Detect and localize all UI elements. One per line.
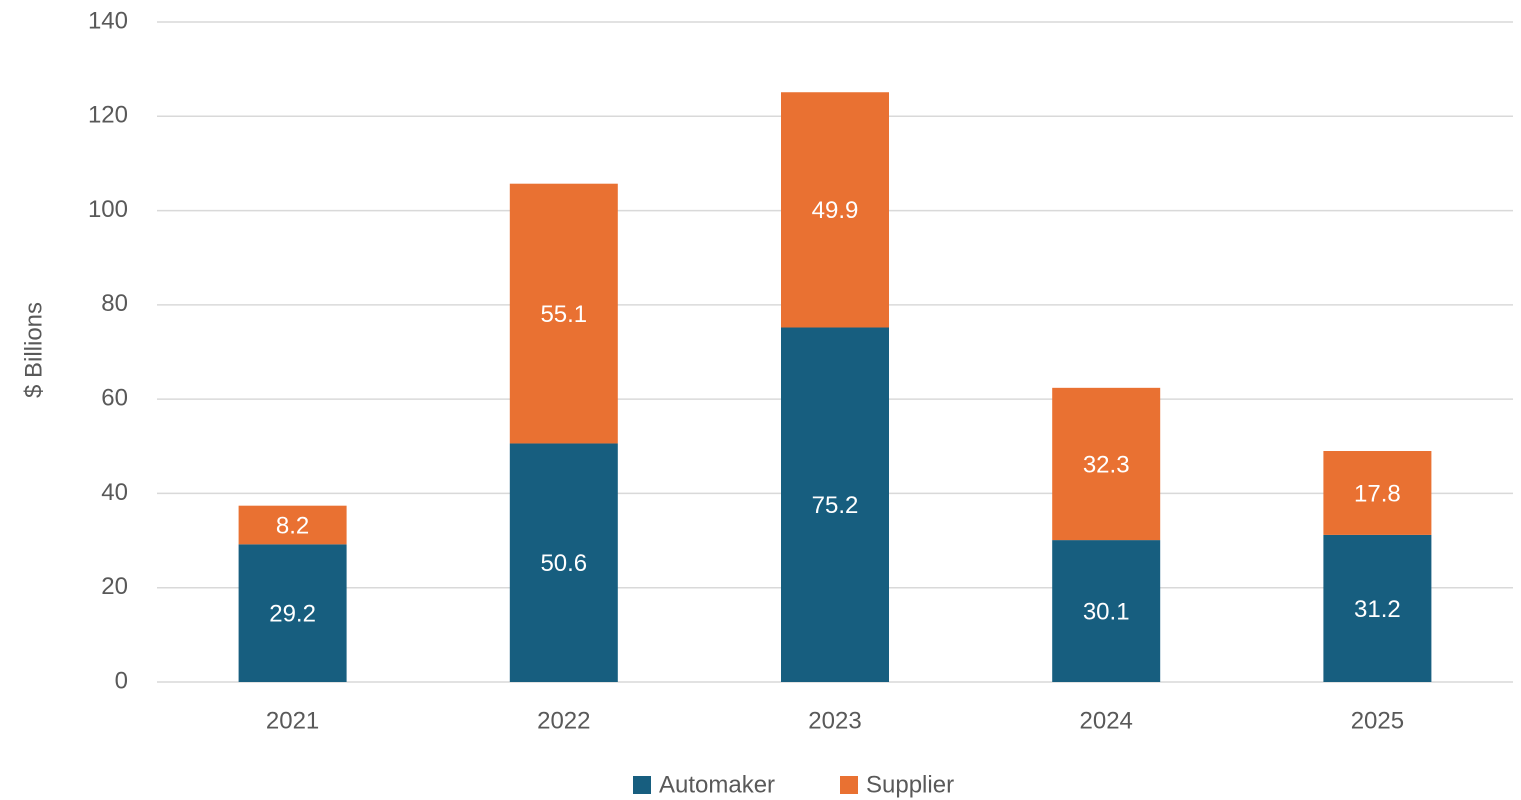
y-tick-label: 80 — [101, 290, 128, 317]
legend-swatch — [633, 776, 651, 794]
data-label: 30.1 — [1083, 598, 1130, 625]
data-label: 50.6 — [540, 550, 587, 577]
data-label: 17.8 — [1354, 480, 1401, 507]
data-label: 29.2 — [269, 601, 316, 628]
y-tick-label: 120 — [88, 102, 128, 129]
data-label: 75.2 — [812, 492, 859, 519]
bar-segment — [781, 327, 889, 682]
bar-segment — [781, 92, 889, 328]
y-tick-label: 140 — [88, 7, 128, 34]
data-label: 31.2 — [1354, 596, 1401, 623]
data-label: 49.9 — [812, 197, 859, 224]
y-tick-label: 20 — [101, 573, 128, 600]
x-tick-label: 2021 — [266, 707, 319, 734]
bar-segment — [509, 183, 618, 444]
data-label: 55.1 — [540, 301, 587, 328]
x-tick-label: 2024 — [1080, 707, 1133, 734]
legend-label: Automaker — [659, 771, 775, 798]
data-label: 8.2 — [276, 512, 309, 539]
x-tick-label: 2022 — [537, 707, 590, 734]
y-tick-label: 60 — [101, 384, 128, 411]
x-tick-label: 2025 — [1351, 707, 1404, 734]
y-axis-label: $ Billions — [20, 302, 47, 398]
y-tick-label: 0 — [115, 667, 128, 694]
legend-swatch — [840, 776, 858, 794]
bar-segment — [238, 544, 347, 682]
bar-segment — [1323, 534, 1432, 682]
x-tick-label: 2023 — [808, 707, 861, 734]
bar-segment — [509, 443, 618, 682]
y-tick-label: 100 — [88, 196, 128, 223]
data-label: 32.3 — [1083, 451, 1130, 478]
bar-segment — [1323, 451, 1432, 535]
y-tick-label: 40 — [101, 479, 128, 506]
bar-segment — [1052, 540, 1161, 682]
bar-segment — [238, 505, 347, 545]
legend-label: Supplier — [866, 771, 954, 798]
bar-segment — [1052, 387, 1161, 541]
